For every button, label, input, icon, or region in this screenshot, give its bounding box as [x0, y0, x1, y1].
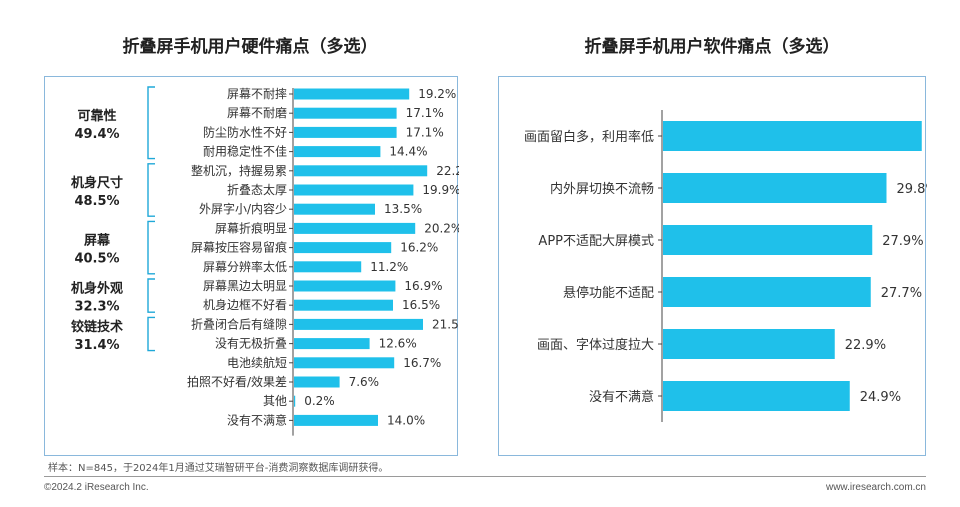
footer-divider [44, 476, 926, 477]
value-label-16: 7.6% [349, 375, 380, 389]
bar-17 [294, 395, 296, 407]
category-label-13: 折叠闭合后有缝隙 [191, 316, 287, 331]
bar-13 [294, 318, 423, 330]
group-bracket-4 [147, 278, 155, 313]
value-label-14: 12.6% [379, 337, 417, 351]
hardware-chart-title: 折叠屏手机用户硬件痛点（多选） [122, 37, 378, 57]
category-label-5: 画面、字体过度拉大 [537, 337, 654, 353]
bar-4 [663, 277, 871, 307]
group-name-2: 机身尺寸 [71, 175, 123, 191]
group-value-3: 40.5% [74, 252, 119, 267]
category-label-12: 机身边框不好看 [203, 297, 287, 312]
category-label-3: 防尘防水性不好 [203, 124, 287, 139]
bar-8 [294, 222, 416, 234]
bar-1 [294, 88, 410, 100]
value-label-17: 0.2% [304, 394, 335, 408]
category-label-1: 画面留白多，利用率低 [524, 129, 654, 145]
category-label-8: 屏幕折痕明显 [215, 220, 287, 235]
bar-11 [294, 280, 396, 292]
hardware-chart-panel: 屏幕不耐摔 19.2% 屏幕不耐磨 17.1% 防尘防水性不好 17.1% 耐用稳定性不佳 1… [44, 76, 474, 456]
value-label-11: 16.9% [404, 279, 442, 293]
bar-5 [294, 165, 428, 177]
copyright: ©2024.2 iResearch Inc. [44, 482, 149, 493]
category-label-2: 内外屏切换不流畅 [550, 181, 654, 197]
value-label-3: 27.9% [882, 234, 923, 249]
value-label-2: 17.1% [406, 106, 444, 120]
category-label-16: 拍照不好看/效果差 [187, 374, 287, 389]
group-value-1: 49.4% [74, 127, 119, 142]
value-label-10: 11.2% [370, 260, 408, 274]
category-label-18: 没有不满意 [227, 412, 287, 427]
value-label-3: 17.1% [406, 125, 444, 139]
value-label-2: 29.8% [897, 182, 928, 197]
bar-5 [663, 329, 835, 359]
software-chart: 画面留白多，利用率低34.5%内外屏切换不流畅29.8%APP不适配大屏模式27… [524, 110, 960, 422]
bar-12 [294, 299, 393, 311]
bar-10 [294, 261, 362, 273]
value-label-8: 20.2% [424, 221, 459, 235]
category-label-4: 耐用稳定性不佳 [203, 144, 287, 159]
category-label-4: 悬停功能不适配 [563, 285, 654, 301]
category-label-6: 没有不满意 [589, 389, 654, 405]
bar-16 [294, 376, 340, 388]
bar-3 [294, 126, 397, 138]
group-name-3: 屏幕 [84, 233, 111, 249]
value-label-13: 21.5% [432, 317, 459, 331]
value-label-6: 19.9% [422, 183, 459, 197]
group-name-1: 可靠性 [77, 108, 116, 124]
value-label-6: 24.9% [860, 390, 901, 405]
bar-7 [294, 203, 375, 215]
group-value-5: 31.4% [74, 338, 119, 353]
category-label-5: 整机沉，持握易累 [191, 163, 287, 178]
bar-3 [663, 225, 873, 255]
value-label-7: 13.5% [384, 202, 422, 216]
sample-note: 样本：N=845，于2024年1月通过艾瑞智研平台-消费洞察数据库调研获得。 [48, 463, 389, 474]
value-label-1: 19.2% [418, 87, 456, 101]
value-label-18: 14.0% [387, 413, 425, 427]
group-bracket-1 [147, 86, 155, 160]
group-bracket-5 [147, 316, 155, 352]
category-label-6: 折叠态太厚 [227, 182, 287, 197]
category-label-11: 屏幕黑边太明显 [203, 278, 287, 293]
group-name-5: 铰链技术 [71, 319, 123, 335]
bar-1 [663, 121, 922, 151]
category-label-17: 其他 [263, 394, 287, 408]
category-label-10: 屏幕分辨率太低 [203, 259, 287, 274]
category-label-1: 屏幕不耐摔 [227, 87, 287, 101]
group-value-2: 48.5% [74, 194, 119, 209]
value-label-5: 22.9% [845, 338, 886, 353]
category-label-14: 没有无极折叠 [215, 336, 287, 351]
bar-14 [294, 338, 370, 350]
category-label-9: 屏幕按压容易留痕 [191, 240, 287, 255]
software-chart-title: 折叠屏手机用户软件痛点（多选） [584, 37, 840, 57]
value-label-12: 16.5% [402, 298, 440, 312]
bar-4 [294, 146, 381, 158]
bar-18 [294, 414, 378, 426]
bar-6 [663, 381, 850, 411]
group-bracket-2 [147, 163, 155, 217]
value-label-4: 27.7% [881, 286, 922, 301]
value-label-15: 16.7% [403, 356, 441, 370]
bar-2 [663, 173, 887, 203]
bar-6 [294, 184, 414, 196]
website: www.iresearch.com.cn [825, 482, 926, 493]
bar-9 [294, 242, 392, 254]
category-label-2: 屏幕不耐磨 [227, 106, 287, 120]
category-label-3: APP不适配大屏模式 [538, 234, 654, 249]
group-bracket-3 [147, 220, 155, 275]
value-label-5: 22.2% [436, 164, 459, 178]
bar-2 [294, 107, 397, 119]
category-label-7: 外屏字小/内容少 [199, 201, 287, 216]
value-label-4: 14.4% [389, 145, 427, 159]
bar-15 [294, 357, 395, 369]
hardware-chart: 屏幕不耐摔 19.2% 屏幕不耐磨 17.1% 防尘防水性不好 17.1% 耐用稳定性不佳 1… [71, 86, 474, 436]
group-name-4: 机身外观 [71, 281, 123, 297]
group-value-4: 32.3% [74, 300, 119, 315]
category-label-15: 电池续航短 [227, 355, 287, 370]
software-chart-panel: 画面留白多，利用率低34.5%内外屏切换不流畅29.8%APP不适配大屏模式27… [498, 76, 960, 456]
value-label-9: 16.2% [400, 241, 438, 255]
